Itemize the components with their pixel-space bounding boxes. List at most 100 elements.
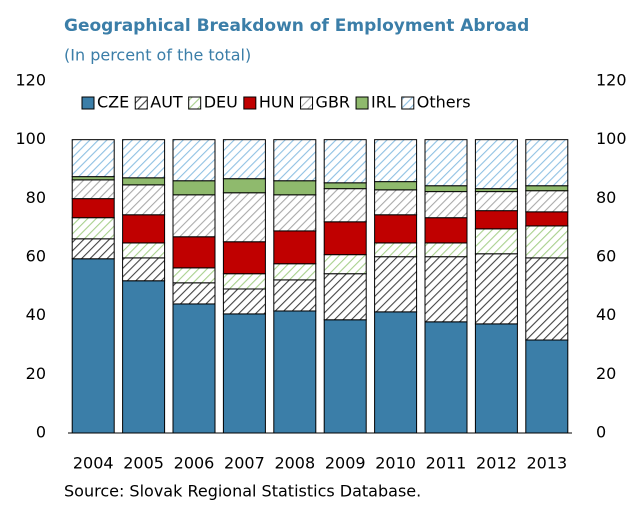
- bar-segment: [172, 194, 216, 238]
- y-tick-label: 60: [26, 247, 46, 266]
- bar-segment: [122, 214, 166, 244]
- x-tick-label: 2005: [123, 454, 164, 473]
- legend-swatch: [188, 96, 202, 110]
- legend-swatch: [134, 96, 148, 110]
- bar-segment: [424, 321, 468, 434]
- legend-swatch: [401, 96, 415, 110]
- bar-segment: [122, 139, 166, 179]
- bar-segment: [222, 288, 266, 315]
- bar-segment: [474, 253, 518, 325]
- bar-segment: [374, 311, 418, 434]
- bar-segment: [424, 242, 468, 258]
- y-tick-label: 80: [26, 188, 46, 207]
- bar-segment: [374, 181, 418, 191]
- bar-segment: [122, 184, 166, 216]
- bar-segment: [71, 179, 115, 200]
- source-note: Source: Slovak Regional Statistics Datab…: [64, 482, 421, 501]
- x-tick-label: 2012: [476, 454, 517, 473]
- bar-segment: [222, 178, 266, 194]
- x-tick-label: 2009: [325, 454, 366, 473]
- bar-segment: [71, 198, 115, 219]
- bar-segment: [71, 238, 115, 260]
- chart-subtitle: (In percent of the total): [64, 46, 251, 65]
- bar-segment: [323, 273, 367, 321]
- y2-tick-label: 80: [596, 188, 616, 207]
- bar-segment: [172, 236, 216, 269]
- bar-segment: [172, 180, 216, 196]
- y-tick-label: 20: [26, 364, 46, 383]
- chart-title: Geographical Breakdown of Employment Abr…: [64, 16, 529, 36]
- legend-label: AUT: [150, 93, 183, 112]
- bar-segment: [424, 217, 468, 244]
- bar-segment: [172, 303, 216, 434]
- bar-segment: [323, 139, 367, 184]
- y-tick-label: 100: [15, 129, 46, 148]
- bar-segment: [71, 258, 115, 434]
- bar-segment: [222, 241, 266, 275]
- y-tick-label: 0: [36, 423, 46, 442]
- bar-segment: [122, 242, 166, 259]
- bar-segment: [374, 242, 418, 258]
- bar-segment: [474, 228, 518, 255]
- x-tick-label: 2006: [174, 454, 215, 473]
- bar-segment: [122, 257, 166, 282]
- legend-swatch: [300, 96, 314, 110]
- bar-segment: [273, 139, 317, 182]
- bar-segment: [222, 273, 266, 290]
- bar-segment: [424, 139, 468, 187]
- bar-segment: [71, 139, 115, 178]
- bar-segment: [424, 185, 468, 193]
- legend-swatch: [81, 96, 95, 110]
- legend-label: HUN: [259, 93, 295, 112]
- bar-segment: [474, 210, 518, 230]
- bar-segment: [323, 221, 367, 256]
- bar-segment: [222, 192, 266, 243]
- bar-segment: [273, 180, 317, 196]
- bar-segment: [323, 319, 367, 434]
- bar-segment: [273, 310, 317, 434]
- x-tick-label: 2010: [375, 454, 416, 473]
- y2-tick-label: 20: [596, 364, 616, 383]
- y2-tick-label: 40: [596, 305, 616, 324]
- y2-tick-label: 100: [596, 129, 627, 148]
- x-tick-label: 2011: [426, 454, 467, 473]
- bar-segment: [323, 188, 367, 223]
- bar-segment: [172, 267, 216, 284]
- y2-tick-label: 60: [596, 247, 616, 266]
- bar-segment: [374, 139, 418, 183]
- bar-segment: [424, 191, 468, 219]
- legend-label: CZE: [97, 93, 129, 112]
- bar-segment: [474, 323, 518, 434]
- y-tick-label: 120: [15, 71, 46, 90]
- bar-segment: [424, 256, 468, 323]
- bar-segment: [323, 254, 367, 275]
- bar-segment: [273, 194, 317, 232]
- bar-segment: [273, 279, 317, 312]
- y-tick-label: 40: [26, 305, 46, 324]
- bar-segment: [525, 185, 569, 192]
- bar-segment: [525, 339, 569, 434]
- bar-segment: [474, 139, 518, 190]
- bar-segment: [122, 280, 166, 434]
- bar-segment: [374, 189, 418, 216]
- bar-segment: [525, 211, 569, 227]
- bar-segment: [525, 139, 569, 187]
- bar-segment: [273, 230, 317, 265]
- bar-segment: [172, 139, 216, 182]
- x-tick-label: 2008: [274, 454, 315, 473]
- x-tick-label: 2013: [526, 454, 567, 473]
- legend-label: Others: [417, 93, 471, 112]
- legend-label: GBR: [316, 93, 351, 112]
- bar-segment: [525, 257, 569, 341]
- y2-tick-label: 120: [596, 71, 627, 90]
- legend-swatch: [243, 96, 257, 110]
- bar-segment: [71, 217, 115, 240]
- legend-swatch: [355, 96, 369, 110]
- bar-segment: [222, 313, 266, 434]
- x-tick-label: 2004: [73, 454, 114, 473]
- bar-segment: [525, 190, 569, 213]
- y2-tick-label: 0: [596, 423, 606, 442]
- bar-segment: [525, 225, 569, 259]
- bar-segment: [374, 256, 418, 313]
- bar-segment: [374, 214, 418, 244]
